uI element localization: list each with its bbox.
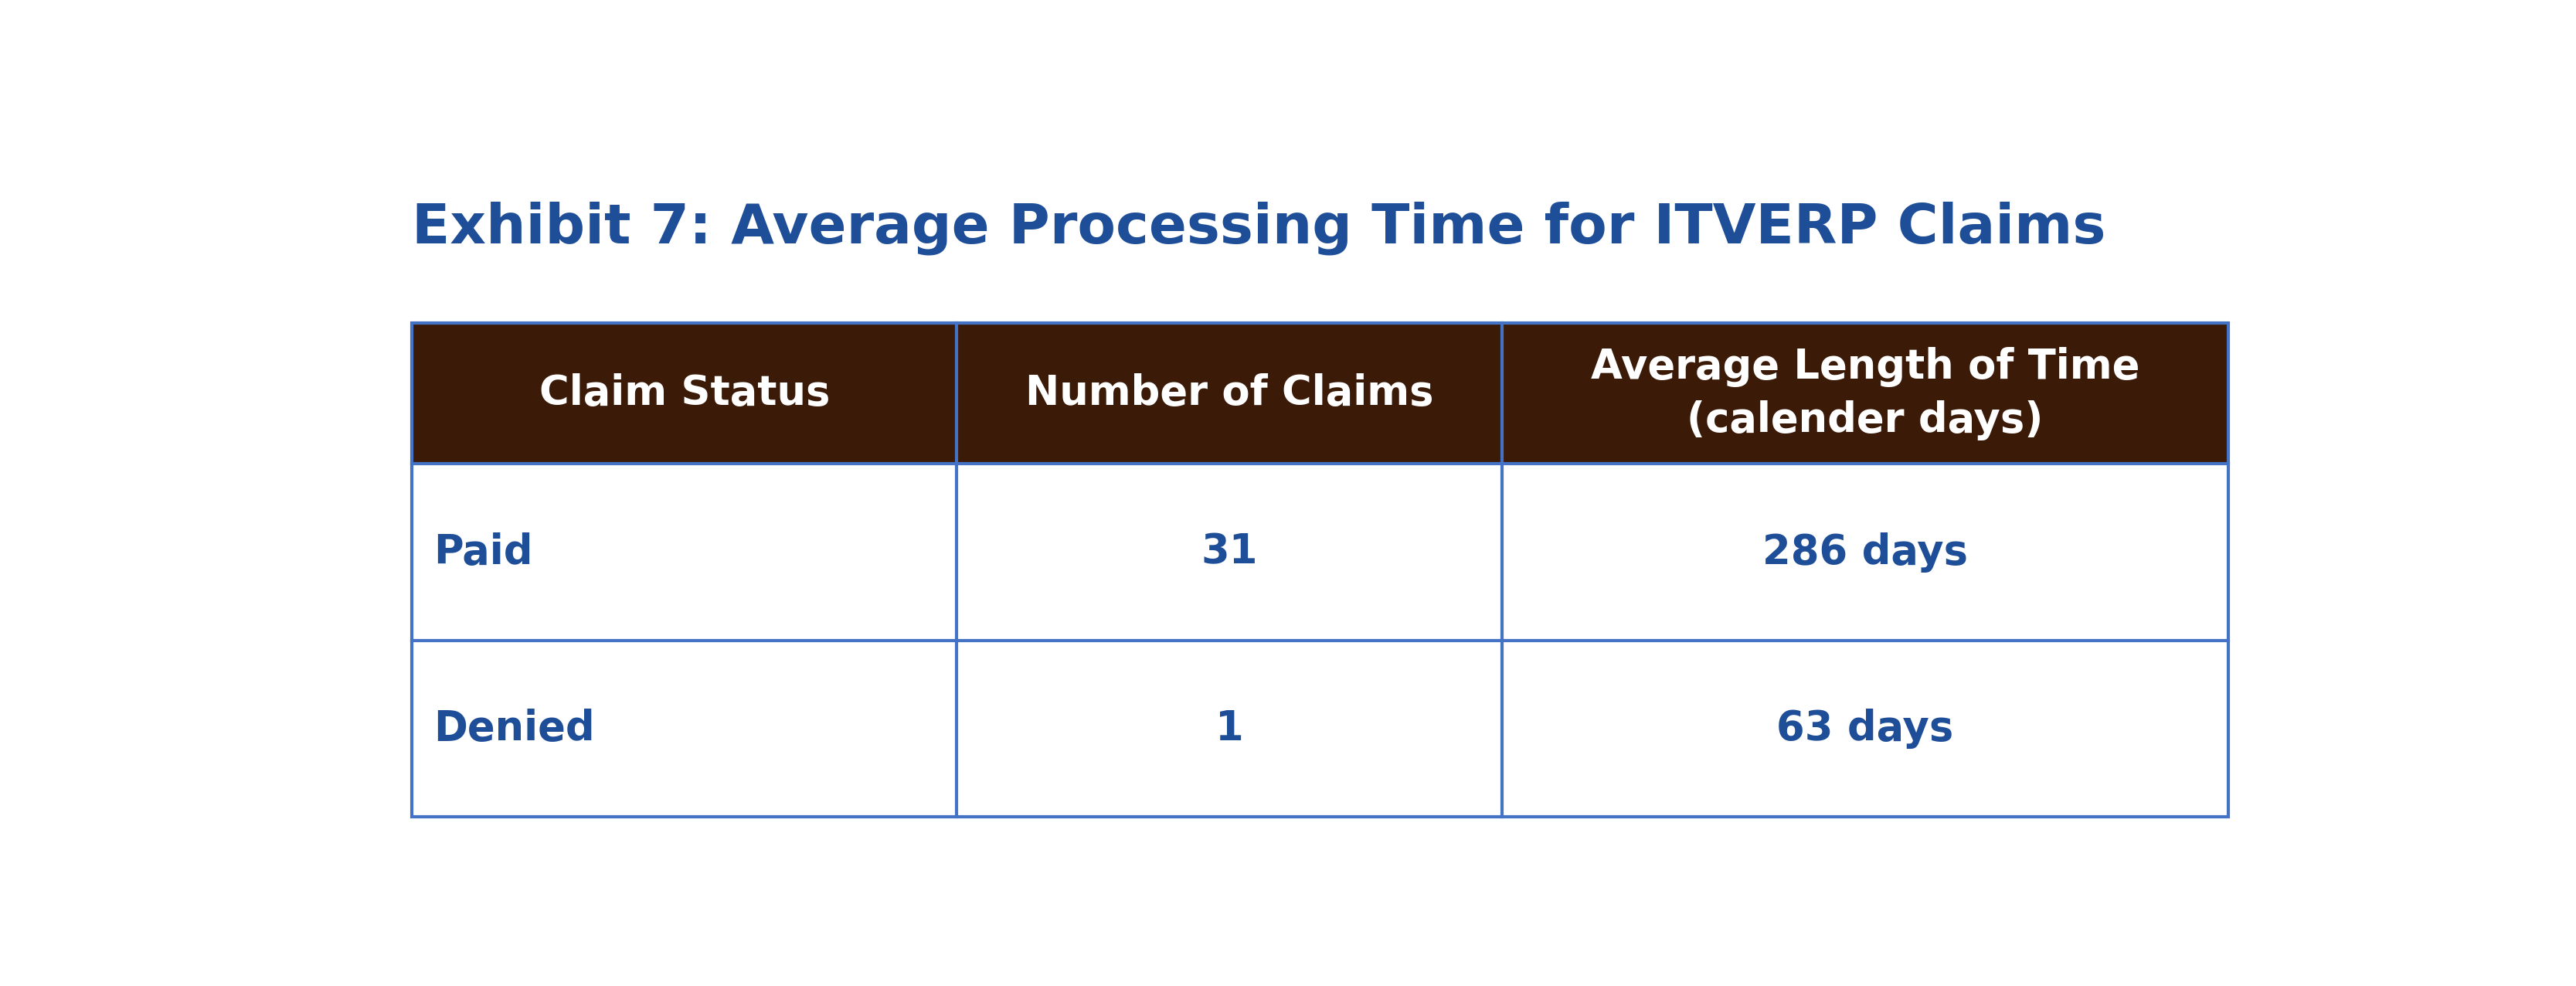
Text: Exhibit 7: Average Processing Time for ITVERP Claims: Exhibit 7: Average Processing Time for I… — [412, 201, 2105, 255]
Text: 63 days: 63 days — [1777, 709, 1953, 748]
Text: 31: 31 — [1200, 532, 1257, 572]
Text: Denied: Denied — [433, 709, 595, 748]
Text: Paid: Paid — [433, 532, 533, 572]
Text: 1: 1 — [1216, 709, 1244, 748]
Text: Claim Status: Claim Status — [538, 374, 829, 414]
Text: 286 days: 286 days — [1762, 532, 1968, 572]
Text: Number of Claims: Number of Claims — [1025, 374, 1432, 414]
Text: Average Length of Time
(calender days): Average Length of Time (calender days) — [1592, 347, 2141, 440]
